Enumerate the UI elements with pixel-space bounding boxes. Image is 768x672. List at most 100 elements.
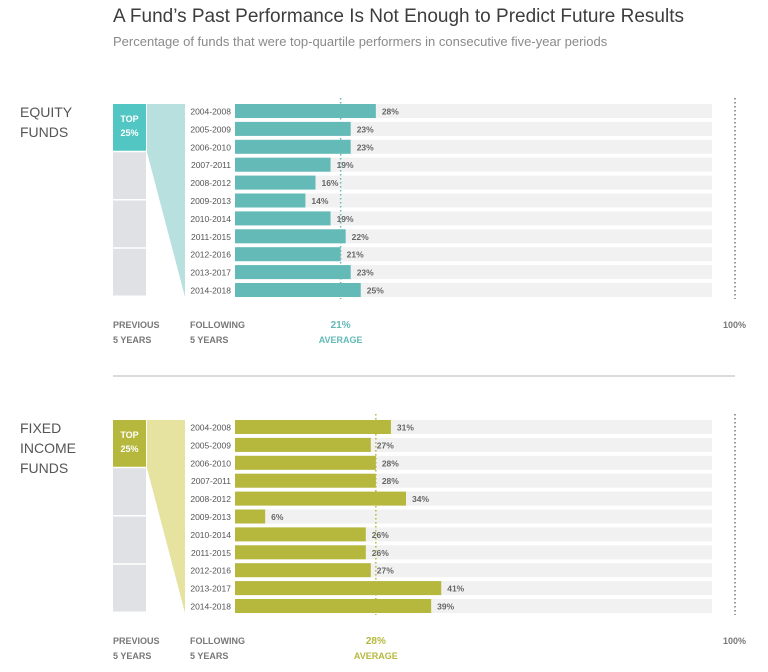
- bar-track: [235, 175, 712, 190]
- bar-track: [235, 157, 712, 172]
- bar-track: [235, 121, 712, 136]
- category-label: 2007-2011: [191, 476, 231, 486]
- category-label: 2008-2012: [190, 178, 231, 188]
- chart-title: A Fund’s Past Performance Is Not Enough …: [113, 6, 684, 27]
- value-label: 6%: [271, 512, 284, 522]
- bar: [235, 581, 442, 596]
- bar-track: [235, 265, 712, 280]
- bar-track: [235, 509, 712, 524]
- category-label: 2004-2008: [190, 107, 231, 117]
- category-label: 2006-2010: [190, 458, 231, 468]
- max-label: 100%: [723, 320, 746, 330]
- top-quartile-box: [113, 104, 146, 151]
- divider: [113, 375, 735, 377]
- quartile-block: [113, 516, 146, 564]
- value-label: 27%: [377, 440, 394, 450]
- bar: [235, 211, 331, 226]
- top-quartile-box: [113, 420, 146, 467]
- value-label: 39%: [437, 602, 454, 612]
- previous-label: PREVIOUS: [113, 320, 160, 330]
- bar: [235, 139, 351, 154]
- bar: [235, 283, 361, 297]
- bar: [235, 420, 391, 434]
- bar: [235, 229, 346, 244]
- category-label: 2012-2016: [190, 250, 231, 260]
- panel-label: EQUITY: [20, 104, 73, 120]
- quartile-block: [113, 468, 146, 515]
- following-label: FOLLOWING: [190, 636, 245, 646]
- bar: [235, 599, 432, 613]
- value-label: 28%: [382, 476, 399, 486]
- top-box-label: TOP: [120, 430, 138, 440]
- top-quartile-wedge: [147, 420, 185, 613]
- bar: [235, 265, 351, 280]
- previous-label: 5 YEARS: [113, 651, 151, 661]
- top-box-label: TOP: [120, 114, 138, 124]
- category-label: 2010-2014: [190, 214, 231, 224]
- category-label: 2014-2018: [190, 286, 231, 296]
- bar: [235, 509, 266, 524]
- bar-track: [235, 193, 712, 208]
- category-label: 2008-2012: [190, 494, 231, 504]
- bar: [235, 175, 316, 190]
- following-label: 5 YEARS: [190, 335, 228, 345]
- category-label: 2007-2011: [191, 160, 231, 170]
- category-label: 2010-2014: [190, 530, 231, 540]
- bar: [235, 455, 376, 470]
- bar: [235, 563, 371, 578]
- category-label: 2014-2018: [190, 602, 231, 612]
- value-label: 26%: [372, 530, 389, 540]
- following-label: 5 YEARS: [190, 651, 228, 661]
- bar: [235, 121, 351, 136]
- category-label: 2011-2015: [191, 548, 231, 558]
- value-label: 23%: [357, 268, 374, 278]
- quartile-block: [113, 152, 146, 199]
- bar: [235, 247, 341, 262]
- quartile-block: [113, 200, 146, 248]
- value-label: 22%: [352, 232, 369, 242]
- bar: [235, 473, 376, 488]
- fixed-income-funds-chart: FIXED INCOME FUNDS TOP 25% 2004-2008 31% 2005-2…: [20, 414, 746, 661]
- bar: [235, 437, 371, 452]
- max-label: 100%: [723, 636, 746, 646]
- panel-label: FUNDS: [20, 124, 68, 140]
- panel-label: INCOME: [20, 440, 76, 456]
- following-label: FOLLOWING: [190, 320, 245, 330]
- value-label: 25%: [367, 286, 384, 296]
- value-label: 14%: [311, 196, 328, 206]
- previous-label: 5 YEARS: [113, 335, 151, 345]
- bar-track: [235, 247, 712, 262]
- average-value: 28%: [366, 636, 386, 647]
- category-label: 2011-2015: [191, 232, 231, 242]
- bar: [235, 527, 366, 542]
- bar: [235, 157, 331, 172]
- category-label: 2013-2017: [190, 584, 231, 594]
- quartile-block: [113, 564, 146, 612]
- category-label: 2013-2017: [190, 268, 231, 278]
- panel-label: FUNDS: [20, 460, 68, 476]
- bar: [235, 104, 376, 118]
- value-label: 26%: [372, 548, 389, 558]
- category-label: 2009-2013: [190, 196, 231, 206]
- panel-label: FIXED: [20, 420, 61, 436]
- value-label: 28%: [382, 458, 399, 468]
- value-label: 16%: [321, 178, 338, 188]
- previous-label: PREVIOUS: [113, 636, 160, 646]
- category-label: 2006-2010: [190, 142, 231, 152]
- top-quartile-wedge: [147, 104, 185, 297]
- value-label: 23%: [357, 124, 374, 134]
- category-label: 2012-2016: [190, 566, 231, 576]
- category-label: 2009-2013: [190, 512, 231, 522]
- value-label: 19%: [337, 160, 354, 170]
- value-label: 21%: [347, 250, 364, 260]
- average-value: 21%: [331, 320, 351, 331]
- chart-subtitle: Percentage of funds that were top-quarti…: [113, 34, 608, 49]
- category-label: 2005-2009: [190, 440, 231, 450]
- bar-track: [235, 229, 712, 244]
- value-label: 19%: [337, 214, 354, 224]
- value-label: 28%: [382, 107, 399, 117]
- bar-track: [235, 139, 712, 154]
- bar: [235, 545, 366, 560]
- value-label: 31%: [397, 423, 414, 433]
- average-label: AVERAGE: [319, 335, 363, 345]
